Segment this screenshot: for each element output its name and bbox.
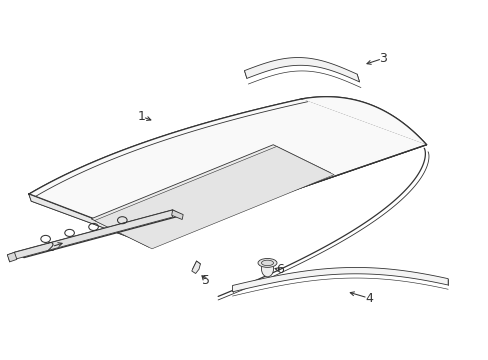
Polygon shape <box>91 145 330 247</box>
Polygon shape <box>15 210 182 258</box>
Ellipse shape <box>261 260 273 266</box>
Polygon shape <box>171 210 183 220</box>
Text: 3: 3 <box>379 52 386 65</box>
Polygon shape <box>191 261 200 274</box>
Polygon shape <box>29 194 151 245</box>
Text: 4: 4 <box>365 292 372 305</box>
Text: 1: 1 <box>137 110 145 123</box>
Ellipse shape <box>258 258 276 267</box>
Polygon shape <box>15 210 172 259</box>
Text: 5: 5 <box>202 274 210 287</box>
Polygon shape <box>29 99 426 240</box>
Polygon shape <box>94 147 333 249</box>
Polygon shape <box>232 267 447 292</box>
Polygon shape <box>7 252 17 262</box>
Ellipse shape <box>261 261 273 277</box>
Polygon shape <box>29 99 426 240</box>
Text: 6: 6 <box>276 264 284 276</box>
Text: 2: 2 <box>46 240 54 253</box>
Polygon shape <box>244 58 359 82</box>
Polygon shape <box>29 97 426 240</box>
